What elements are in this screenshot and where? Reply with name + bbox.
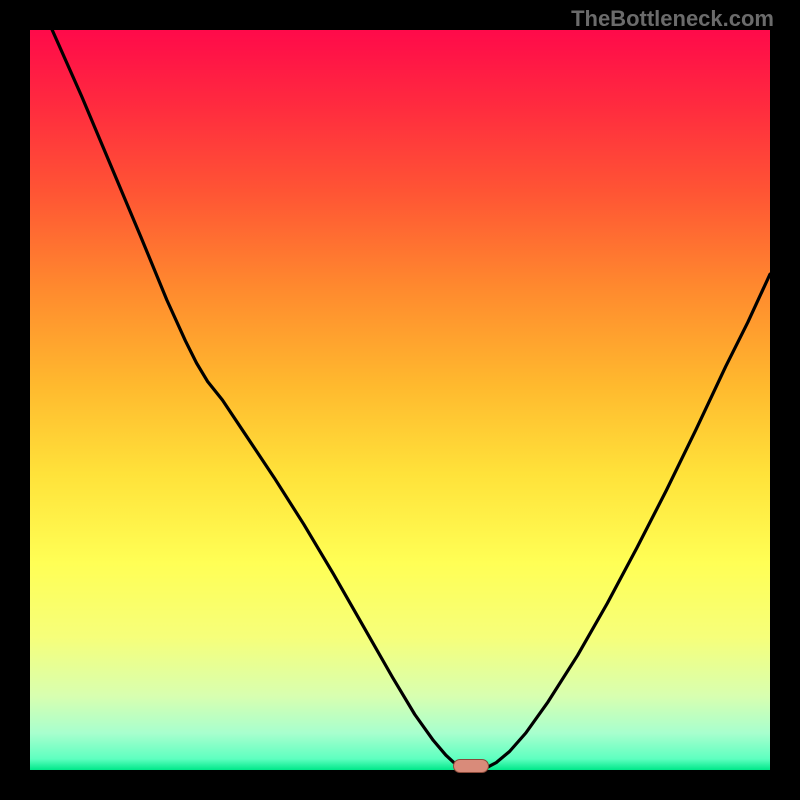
bottleneck-curve: [52, 30, 770, 770]
optimum-marker: [453, 759, 489, 773]
plot-area: [30, 30, 770, 770]
watermark-text: TheBottleneck.com: [571, 6, 774, 32]
chart-container: TheBottleneck.com: [0, 0, 800, 800]
curve-svg: [30, 30, 770, 770]
